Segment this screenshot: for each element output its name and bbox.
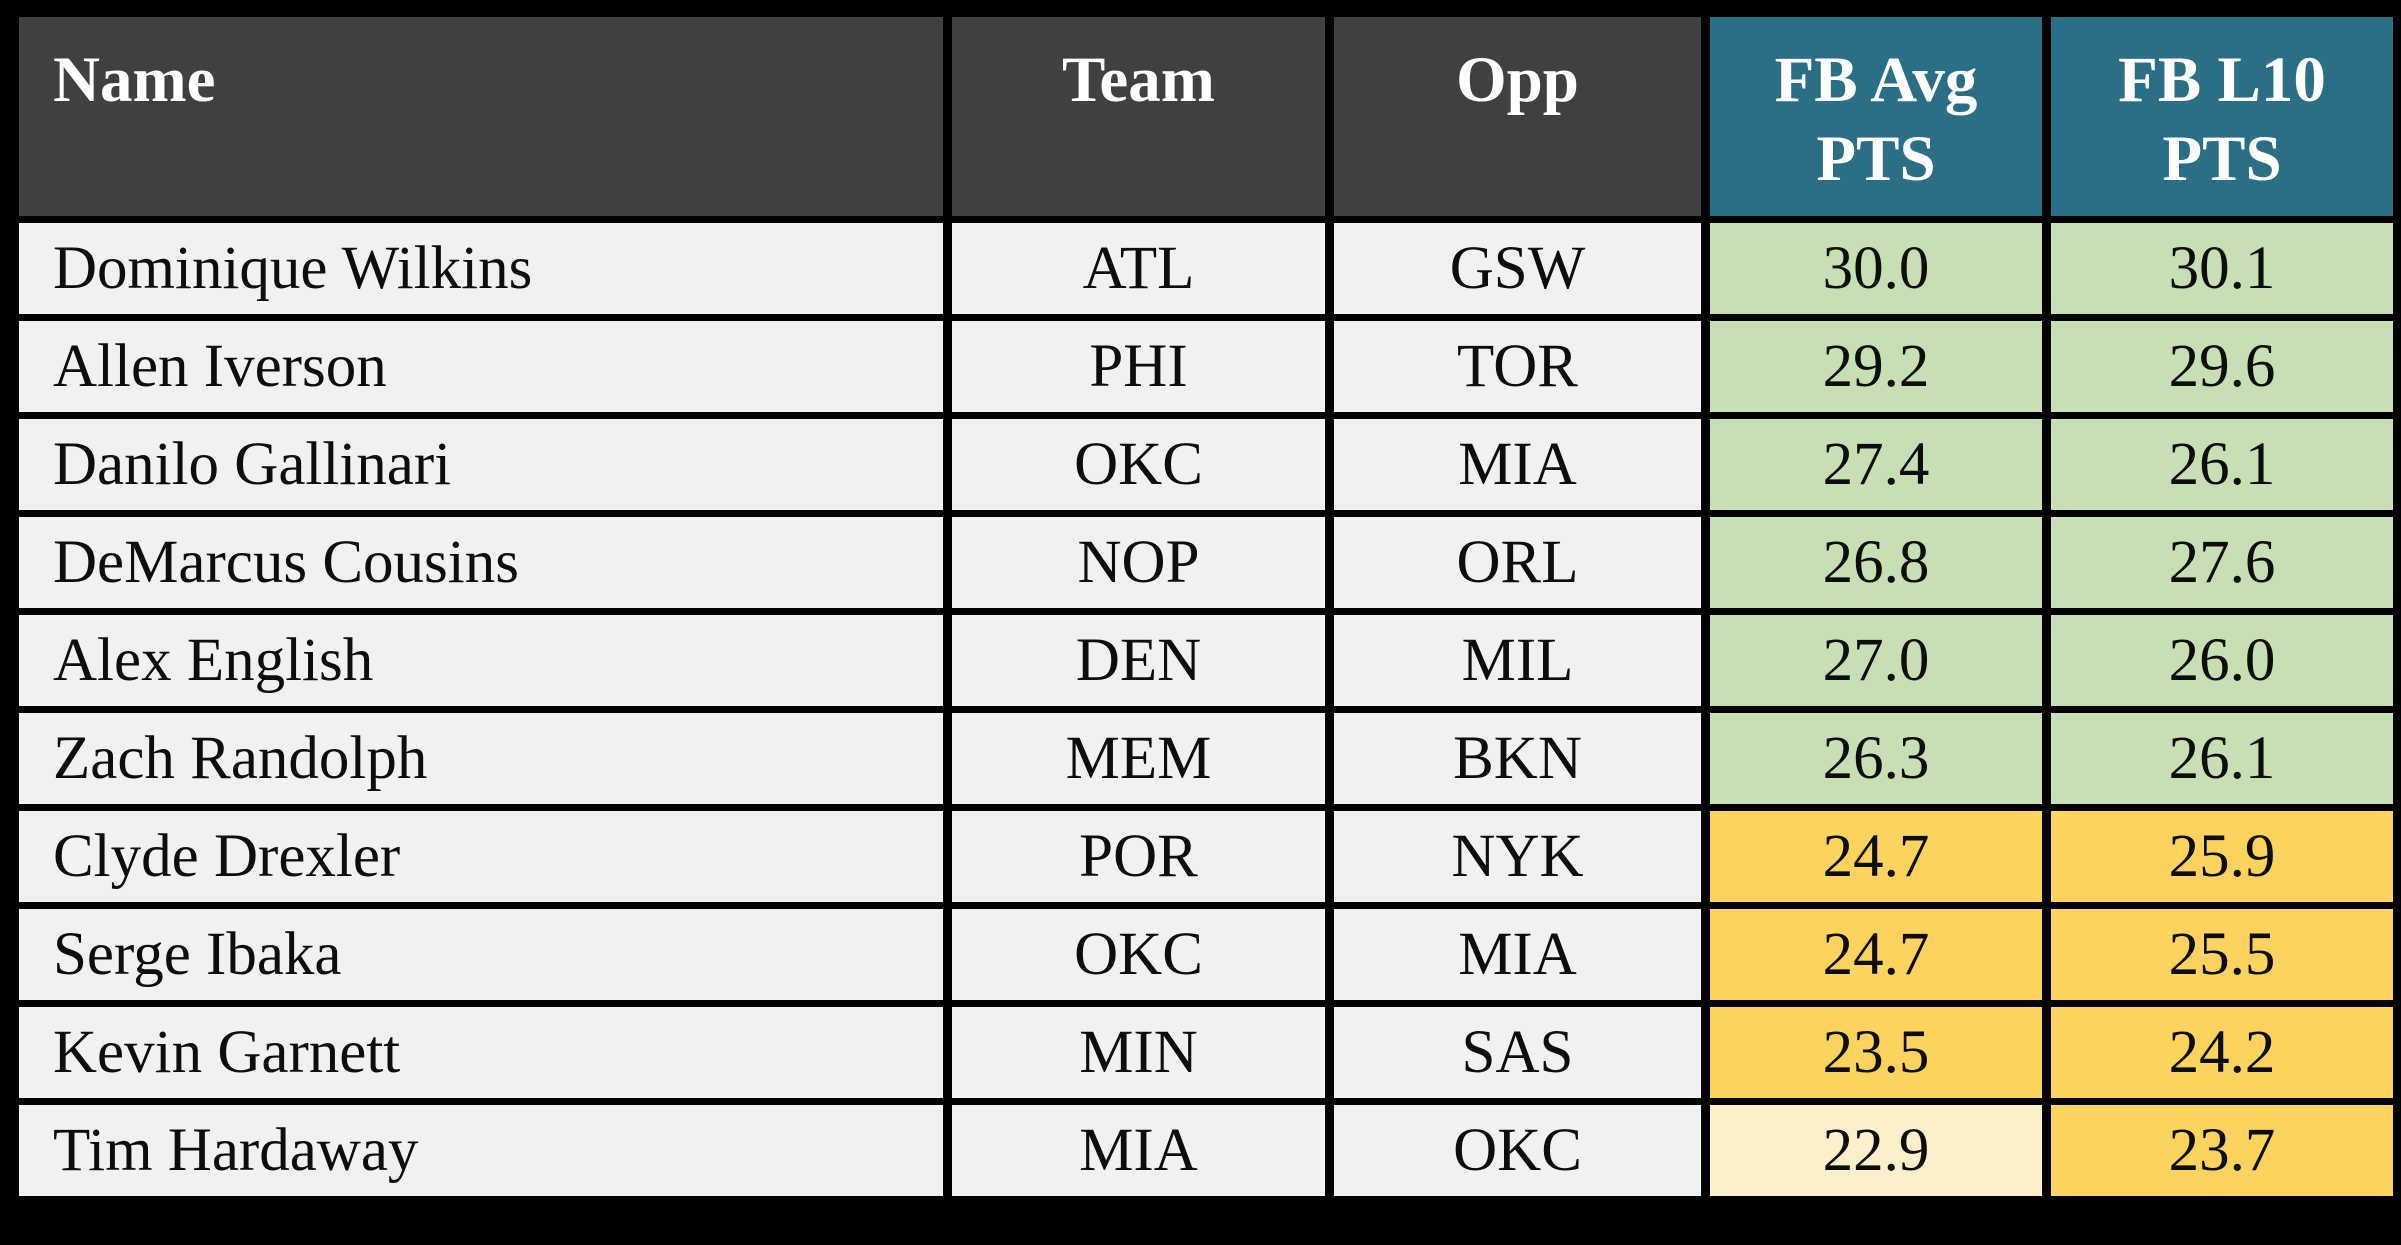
player-name-cell: Alex English <box>10 608 952 713</box>
player-name-cell: Allen Iverson <box>10 314 952 419</box>
table-row: Zach Randolph MEM BKN 26.3 26.1 <box>10 706 2401 811</box>
player-name-cell: Dominique Wilkins <box>10 216 952 321</box>
player-name-cell: Clyde Drexler <box>10 804 952 909</box>
table-header: Name Team Opp FB Avg PTS FB L10 PTS <box>10 10 2401 223</box>
fb-avg-pts-cell: 29.2 <box>1701 314 2051 419</box>
column-header-name: Name <box>10 10 952 223</box>
fb-avg-pts-cell: 27.4 <box>1701 412 2051 517</box>
team-cell: DEN <box>943 608 1334 713</box>
table-row: Allen Iverson PHI TOR 29.2 29.6 <box>10 314 2401 419</box>
column-header-team: Team <box>943 10 1334 223</box>
header-line: FB Avg <box>1774 44 1978 116</box>
table-body: Dominique Wilkins ATL GSW 30.0 30.1 Allen Ive… <box>10 216 2401 1203</box>
column-header-fb-avg-pts: FB Avg PTS <box>1701 10 2051 223</box>
table-row: DeMarcus Cousins NOP ORL 26.8 27.6 <box>10 510 2401 615</box>
player-points-table: Name Team Opp FB Avg PTS FB L10 PTS Domini… <box>10 10 2401 1203</box>
table-row: Dominique Wilkins ATL GSW 30.0 30.1 <box>10 216 2401 321</box>
fb-l10-pts-cell: 29.6 <box>2042 314 2401 419</box>
opp-cell: MIL <box>1325 608 1710 713</box>
opp-cell: TOR <box>1325 314 1710 419</box>
team-cell: OKC <box>943 902 1334 1007</box>
fb-l10-pts-cell: 25.9 <box>2042 804 2401 909</box>
team-cell: MIA <box>943 1098 1334 1203</box>
fb-avg-pts-cell: 24.7 <box>1701 902 2051 1007</box>
fb-avg-pts-cell: 26.8 <box>1701 510 2051 615</box>
header-line: PTS <box>1816 123 1936 196</box>
fb-l10-pts-cell: 26.1 <box>2042 706 2401 811</box>
header-row: Name Team Opp FB Avg PTS FB L10 PTS <box>10 10 2401 223</box>
player-name-cell: Zach Randolph <box>10 706 952 811</box>
table-row: Serge Ibaka OKC MIA 24.7 25.5 <box>10 902 2401 1007</box>
player-name-cell: Danilo Gallinari <box>10 412 952 517</box>
player-name-cell: DeMarcus Cousins <box>10 510 952 615</box>
table-row: Danilo Gallinari OKC MIA 27.4 26.1 <box>10 412 2401 517</box>
header-line: FB L10 <box>2118 44 2326 116</box>
table-row: Kevin Garnett MIN SAS 23.5 24.2 <box>10 1000 2401 1105</box>
opp-cell: NYK <box>1325 804 1710 909</box>
opp-cell: BKN <box>1325 706 1710 811</box>
column-header-opp: Opp <box>1325 10 1710 223</box>
team-cell: PHI <box>943 314 1334 419</box>
fb-l10-pts-cell: 24.2 <box>2042 1000 2401 1105</box>
opp-cell: MIA <box>1325 902 1710 1007</box>
team-cell: POR <box>943 804 1334 909</box>
table-row: Tim Hardaway MIA OKC 22.9 23.7 <box>10 1098 2401 1203</box>
fb-l10-pts-cell: 25.5 <box>2042 902 2401 1007</box>
table-row: Clyde Drexler POR NYK 24.7 25.9 <box>10 804 2401 909</box>
team-cell: MIN <box>943 1000 1334 1105</box>
opp-cell: GSW <box>1325 216 1710 321</box>
opp-cell: SAS <box>1325 1000 1710 1105</box>
team-cell: MEM <box>943 706 1334 811</box>
player-name-cell: Tim Hardaway <box>10 1098 952 1203</box>
fb-l10-pts-cell: 30.1 <box>2042 216 2401 321</box>
player-name-cell: Serge Ibaka <box>10 902 952 1007</box>
fb-avg-pts-cell: 24.7 <box>1701 804 2051 909</box>
opp-cell: MIA <box>1325 412 1710 517</box>
fb-l10-pts-cell: 27.6 <box>2042 510 2401 615</box>
table-row: Alex English DEN MIL 27.0 26.0 <box>10 608 2401 713</box>
fb-l10-pts-cell: 26.1 <box>2042 412 2401 517</box>
opp-cell: OKC <box>1325 1098 1710 1203</box>
opp-cell: ORL <box>1325 510 1710 615</box>
fb-avg-pts-cell: 27.0 <box>1701 608 2051 713</box>
team-cell: OKC <box>943 412 1334 517</box>
fb-l10-pts-cell: 26.0 <box>2042 608 2401 713</box>
fb-avg-pts-cell: 23.5 <box>1701 1000 2051 1105</box>
column-header-fb-l10-pts: FB L10 PTS <box>2042 10 2401 223</box>
player-name-cell: Kevin Garnett <box>10 1000 952 1105</box>
header-line: PTS <box>2162 123 2282 196</box>
team-cell: NOP <box>943 510 1334 615</box>
fb-avg-pts-cell: 22.9 <box>1701 1098 2051 1203</box>
fb-avg-pts-cell: 26.3 <box>1701 706 2051 811</box>
team-cell: ATL <box>943 216 1334 321</box>
fb-l10-pts-cell: 23.7 <box>2042 1098 2401 1203</box>
fb-avg-pts-cell: 30.0 <box>1701 216 2051 321</box>
